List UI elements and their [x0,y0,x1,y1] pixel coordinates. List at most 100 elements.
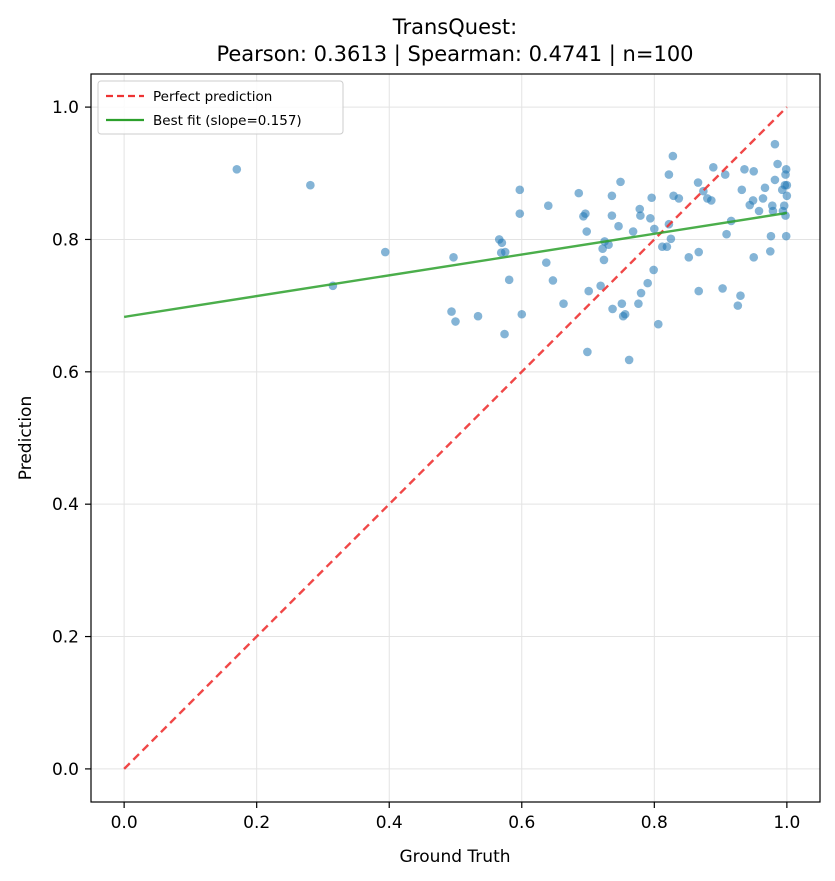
data-point [581,209,590,218]
data-point [607,211,617,220]
data-point [380,247,390,257]
data-point [306,180,315,190]
data-point [754,206,764,216]
data-point [451,317,460,326]
data-point [748,196,758,205]
data-point [515,185,525,195]
data-point [722,229,731,239]
y-tick-label: 0.2 [52,628,79,648]
data-point [779,201,789,211]
data-point [718,284,727,293]
x-axis: 0.0 0.2 0.4 0.6 0.8 1.0 [111,802,800,833]
legend-perfect-label: Perfect prediction [153,89,272,105]
data-point [628,227,638,236]
x-tick-label: 0.6 [508,813,535,833]
data-point [653,319,663,329]
data-point [782,191,792,201]
perfect-prediction-line [123,106,788,770]
data-point [636,211,645,220]
data-point [634,299,643,308]
data-point [232,165,242,174]
data-point [616,177,625,187]
data-point [647,193,656,203]
chart-subtitle: Pearson: 0.3613 | Spearman: 0.4741 | n=1… [216,42,693,67]
data-point [668,151,678,161]
chart-title: TransQuest: [392,15,518,39]
data-point [543,201,553,211]
data-point [693,178,703,187]
data-point [768,206,778,216]
data-point [596,281,605,291]
data-point [614,221,623,231]
legend-fit-label: Best fit (slope=0.157) [153,113,302,129]
data-point [694,247,704,257]
data-point [749,166,759,176]
data-point [473,311,483,321]
data-point [766,231,776,241]
data-point [736,291,745,301]
data-point [674,194,684,203]
data-point [773,159,782,169]
data-point [643,278,652,288]
data-point [635,204,645,214]
x-tick-label: 0.2 [243,813,270,833]
y-tick-label: 0.6 [52,363,79,383]
data-point [684,253,694,262]
data-point [765,247,775,256]
best-fit-line [123,211,788,319]
legend: Perfect prediction Best fit (slope=0.157… [97,80,344,135]
data-point [781,165,791,174]
data-point [608,304,617,314]
data-point [515,209,525,218]
y-tick-label: 0.8 [52,230,79,250]
data-point [646,213,655,223]
data-point [500,329,509,339]
data-point [582,227,592,236]
x-tick-label: 0.8 [641,813,668,833]
x-axis-label: Ground Truth [399,847,510,867]
data-point [604,240,613,250]
data-point [599,255,609,265]
data-point [709,163,718,172]
data-point [740,165,749,174]
y-tick-label: 0.4 [52,495,79,515]
data-point [737,185,747,195]
data-point [617,299,627,308]
data-point [500,247,510,257]
data-point [782,180,792,190]
data-point [449,253,458,262]
legend-box [97,80,344,135]
data-point [574,188,584,198]
data-point [666,234,676,244]
data-point [650,224,659,234]
data-point [733,301,743,310]
data-point [664,170,674,179]
data-point [749,253,759,262]
x-tick-label: 0.4 [376,813,403,833]
data-point [770,139,780,149]
data-point [636,288,646,298]
y-axis-label: Prediction [16,396,36,480]
data-point [541,258,551,267]
data-point [781,231,791,241]
series-lines [123,106,788,770]
data-point [583,347,592,357]
data-point [517,309,527,319]
data-point [694,286,704,296]
data-point [662,242,672,252]
data-point [504,275,514,285]
data-point [559,299,568,308]
data-point [584,286,594,296]
data-point [620,309,630,319]
data-point [607,191,617,201]
y-tick-label: 1.0 [52,98,79,118]
data-point [758,194,768,203]
data-point [624,355,634,365]
data-point [707,196,716,205]
data-point [649,265,658,275]
y-tick-label: 0.0 [52,760,79,780]
y-axis: 0.0 0.2 0.4 0.6 0.8 1.0 [52,98,91,780]
data-point [760,183,770,193]
x-tick-label: 1.0 [773,813,800,833]
